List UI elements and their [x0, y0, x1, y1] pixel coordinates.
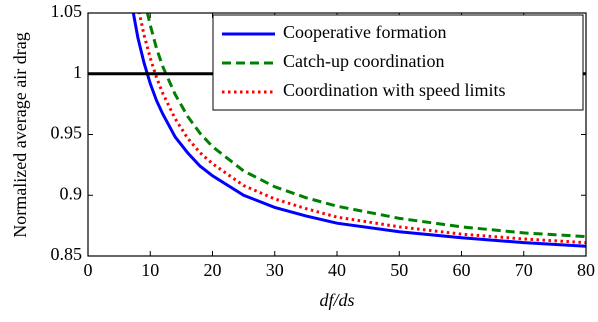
y-tick-label: 1 — [73, 62, 82, 82]
legend-label: Catch-up coordination — [283, 51, 444, 71]
line-series — [137, 13, 586, 245]
x-tick-label: 20 — [204, 260, 222, 280]
x-axis-label: df/ds — [319, 290, 354, 310]
legend: Cooperative formation Catch-up coordinati… — [212, 14, 584, 111]
y-tick-label: 0.95 — [51, 123, 83, 143]
line-series — [145, 13, 586, 239]
y-axis-label: Normalized average air drag — [10, 32, 30, 237]
y-tick-label: 1.05 — [51, 1, 83, 21]
legend-label: Cooperative formation — [283, 22, 446, 42]
plot-area — [131, 13, 586, 248]
line-series — [131, 13, 586, 248]
y-tick-label: 0.9 — [60, 183, 83, 203]
x-tick-label: 80 — [577, 260, 595, 280]
y-tick-label: 0.85 — [51, 244, 83, 264]
legend-box — [212, 14, 584, 111]
x-tick-label: 50 — [390, 260, 408, 280]
x-tick-label: 10 — [141, 260, 159, 280]
x-tick-label: 60 — [453, 260, 471, 280]
x-tick-label: 30 — [266, 260, 284, 280]
x-tick-label: 40 — [328, 260, 346, 280]
legend-label: Coordination with speed limits — [283, 80, 506, 100]
x-tick-label: 70 — [515, 260, 533, 280]
x-tick-label: 0 — [84, 260, 93, 280]
